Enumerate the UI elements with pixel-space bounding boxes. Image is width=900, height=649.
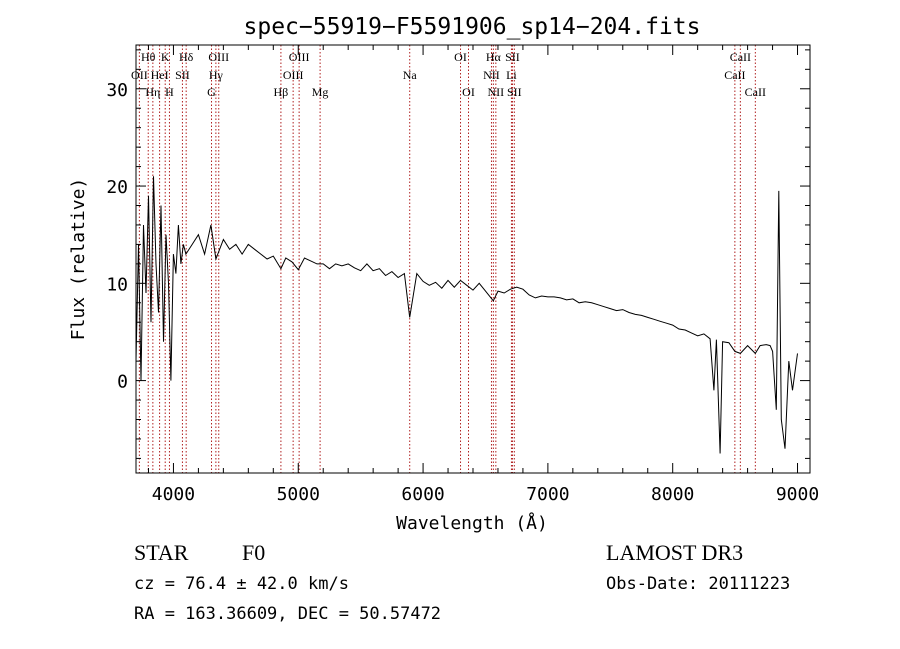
line-marker-label-3: HeI [151,68,169,82]
line-marker-label-12: OIII [283,68,304,82]
line-marker-label-21: Li [506,68,517,82]
line-marker-label-14: Mg [312,85,329,99]
y-axis-label: Flux (relative) [68,178,89,341]
line-marker-label-7: Hδ [179,50,194,64]
line-marker-label-10: OIII [208,50,229,64]
y-tick-label: 30 [106,80,128,101]
x-tick-label: 8000 [651,484,694,505]
y-tick-label: 10 [106,274,128,295]
x-tick-label: 4000 [152,484,195,505]
line-marker-label-11: Hβ [274,85,289,99]
line-marker-label-26: CaII [745,85,766,99]
plot-frame [135,44,811,474]
plot-area [135,44,811,474]
line-marker-label-22: SII [505,50,520,64]
redshift-text: cz = 76.4 ± 42.0 km/s [134,574,349,594]
x-axis: 4000 5000 6000 7000 8000 9000 [147,45,819,505]
object-class-label: STAR [134,540,189,565]
y-tick-label: 0 [117,372,128,393]
line-marker-label-1: OII [131,68,148,82]
line-marker-label-9: G [207,85,216,99]
coordinates-text: RA = 163.36609, DEC = 50.57472 [134,604,441,624]
x-tick-label: 7000 [526,484,569,505]
x-tick-label: 5000 [277,484,320,505]
chart-title: spec−55919−F5591906_sp14−204.fits [244,14,701,40]
line-marker-label-2: Hη [145,85,160,99]
x-axis-label: Wavelength (Å) [396,512,548,534]
obs-date-text: Obs-Date: 20111223 [606,574,790,594]
line-markers [138,45,756,473]
line-marker-labels: HθOIIHηHeIKHSIIHδHγGOIIIHβOIIIOIIIMgNaOI… [131,50,766,99]
line-marker-label-24: CaII [724,68,745,82]
spectrum-line [135,176,798,454]
y-tick-label: 20 [106,177,128,198]
line-marker-label-20: NII [488,85,505,99]
line-marker-label-8: Hγ [209,68,224,82]
survey-label: LAMOST DR3 [606,540,743,565]
line-marker-label-6: SII [175,68,190,82]
line-marker-label-13: OIII [289,50,310,64]
line-marker-label-23: SII [507,85,522,99]
line-marker-label-25: CaII [730,50,751,64]
line-marker-label-4: K [161,50,170,64]
line-marker-label-18: NII [483,68,500,82]
line-marker-label-16: OI [454,50,467,64]
y-axis: 0 10 20 30 [106,49,810,459]
line-marker-label-19: Hα [486,50,502,64]
line-marker-label-15: Na [403,68,418,82]
line-marker-label-5: H [165,85,174,99]
x-tick-label: 9000 [776,484,819,505]
line-marker-label-0: Hθ [141,50,156,64]
x-tick-label: 6000 [401,484,444,505]
line-marker-label-17: OI [462,85,475,99]
object-subclass-label: F0 [242,540,265,565]
